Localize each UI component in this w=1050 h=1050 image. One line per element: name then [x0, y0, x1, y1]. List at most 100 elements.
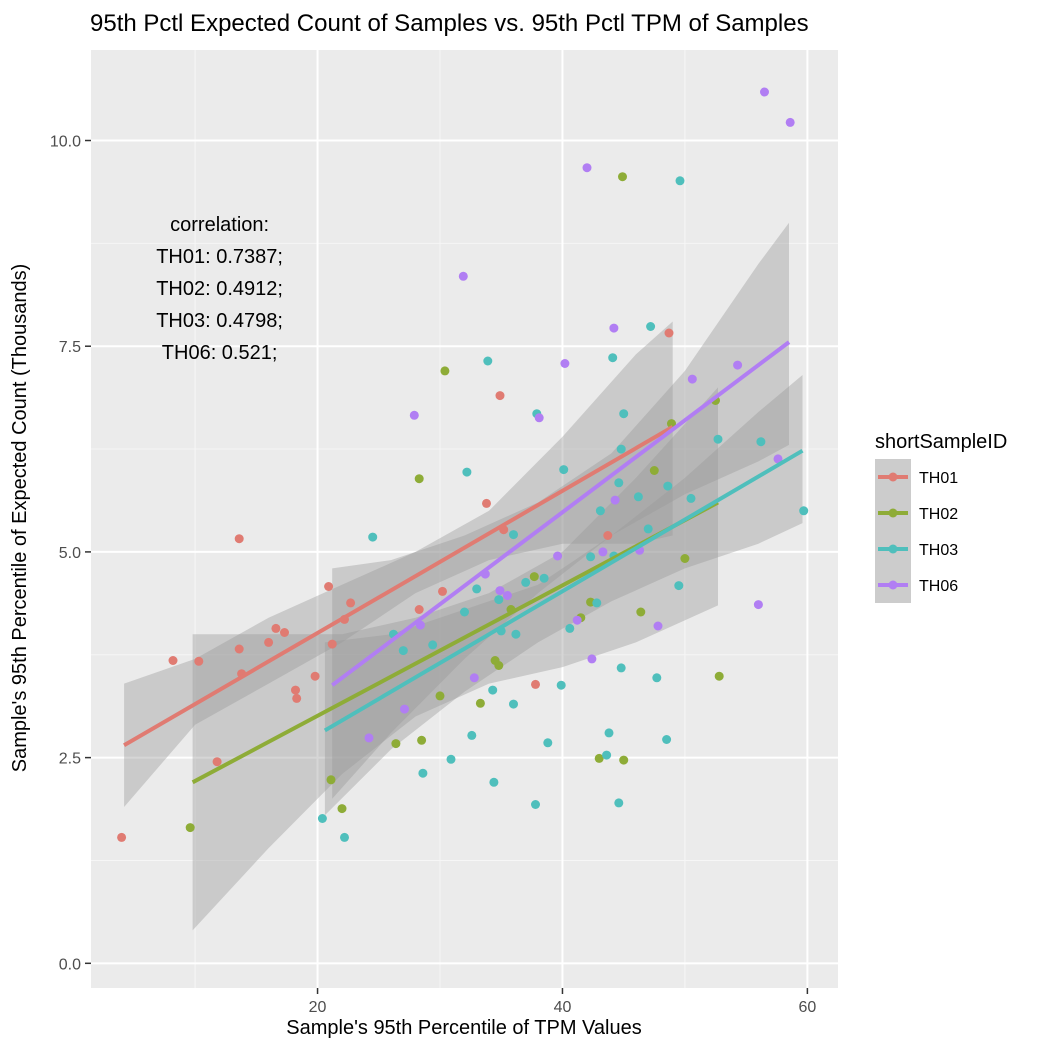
fit-line-TH06	[331, 340, 791, 687]
point-TH02	[475, 698, 485, 708]
y-tick-label: 7.5	[59, 339, 81, 356]
confidence-band-TH06	[332, 222, 789, 799]
point-TH03	[539, 573, 549, 583]
point-TH03	[616, 444, 626, 454]
point-TH02	[494, 661, 504, 670]
point-TH02	[714, 671, 724, 681]
point-TH01	[234, 644, 244, 654]
point-TH03	[428, 640, 438, 650]
legend-label-TH06: TH06	[919, 578, 958, 595]
confidence-band-TH02	[192, 387, 719, 931]
point-TH01	[212, 757, 222, 767]
point-TH03	[368, 532, 378, 542]
point-TH06	[733, 360, 743, 370]
point-TH01	[234, 534, 244, 544]
point-TH03	[543, 738, 553, 748]
y-tick-label: 5.0	[59, 545, 81, 562]
fit-line-TH01	[123, 425, 674, 748]
chart-title: 95th Pctl Expected Count of Samples vs. …	[90, 10, 809, 37]
point-TH03	[462, 467, 472, 477]
legend-key-dot-TH02	[888, 508, 898, 518]
point-TH06	[469, 673, 479, 683]
fit-line-TH03	[323, 448, 804, 733]
legend-label-TH03: TH03	[919, 542, 958, 559]
point-TH03	[674, 581, 684, 591]
confidence-band-TH01	[124, 321, 673, 807]
x-tick-label: 20	[309, 999, 327, 1016]
point-TH03	[317, 814, 327, 823]
legend-key-dot-TH01	[888, 472, 898, 482]
x-axis-label: Sample's 95th Percentile of TPM Values	[286, 1017, 641, 1039]
point-TH06	[458, 271, 468, 281]
point-TH02	[414, 474, 424, 484]
point-TH03	[472, 584, 482, 594]
point-TH06	[785, 117, 795, 127]
point-TH03	[686, 493, 696, 503]
legend-label-TH01: TH01	[919, 470, 958, 487]
point-TH06	[653, 621, 663, 631]
data-points	[117, 87, 809, 842]
y-axis: 0.0 2.5 5.0 7.5 10.0	[50, 134, 91, 973]
grid-major	[91, 50, 838, 988]
point-TH03	[713, 434, 723, 444]
point-TH03	[509, 530, 518, 540]
point-TH06	[409, 410, 419, 420]
point-TH03	[675, 176, 685, 186]
point-TH03	[398, 646, 408, 656]
point-TH01	[414, 605, 424, 614]
annotation-line-4: TH06: 0.521;	[162, 342, 278, 364]
point-TH03	[511, 629, 521, 639]
point-TH02	[440, 366, 450, 376]
point-TH02	[618, 172, 627, 182]
point-TH03	[614, 798, 624, 808]
point-TH02	[667, 419, 676, 429]
point-TH02	[326, 775, 336, 785]
point-TH03	[489, 777, 499, 787]
point-TH03	[467, 730, 477, 740]
point-TH03	[592, 598, 602, 608]
point-TH06	[400, 704, 409, 714]
point-TH06	[610, 495, 620, 505]
legend-title: shortSampleID	[875, 431, 1007, 453]
point-TH03	[608, 353, 618, 363]
fit-line-TH02	[191, 500, 719, 785]
point-TH02	[417, 735, 427, 745]
point-TH03	[756, 437, 766, 447]
y-axis-label: Sample's 95th Percentile of Expected Cou…	[9, 264, 31, 773]
point-TH02	[680, 554, 690, 563]
point-TH03	[602, 750, 612, 760]
y-tick-label: 10.0	[50, 134, 81, 151]
legend-keys: TH01 TH02 TH03 TH06	[875, 459, 958, 603]
point-TH03	[483, 356, 493, 366]
point-TH06	[560, 359, 570, 368]
point-TH03	[614, 478, 624, 488]
confidence-band-TH03	[324, 375, 803, 816]
point-TH06	[753, 600, 763, 610]
point-TH03	[494, 595, 504, 605]
point-TH06	[502, 591, 512, 600]
point-TH06	[760, 87, 769, 97]
point-TH06	[609, 323, 619, 333]
point-TH03	[799, 506, 809, 516]
point-TH01	[346, 598, 356, 608]
point-TH06	[495, 586, 505, 596]
point-TH01	[531, 679, 540, 689]
point-TH01	[495, 391, 505, 401]
point-TH06	[598, 547, 608, 557]
point-TH06	[534, 413, 544, 423]
point-TH03	[616, 663, 626, 673]
point-TH02	[435, 691, 445, 701]
x-tick-label: 60	[798, 999, 816, 1016]
point-TH03	[556, 680, 566, 690]
point-TH01	[117, 832, 127, 842]
point-TH01	[264, 637, 274, 647]
point-TH03	[521, 577, 531, 587]
point-TH02	[619, 755, 629, 765]
x-axis: 20 40 60	[309, 988, 816, 1016]
point-TH03	[586, 552, 596, 562]
correlation-annotation: correlation: TH01: 0.7387; TH02: 0.4912;…	[156, 214, 283, 364]
point-TH06	[364, 733, 374, 743]
point-TH01	[280, 628, 289, 637]
point-TH01	[324, 582, 334, 591]
